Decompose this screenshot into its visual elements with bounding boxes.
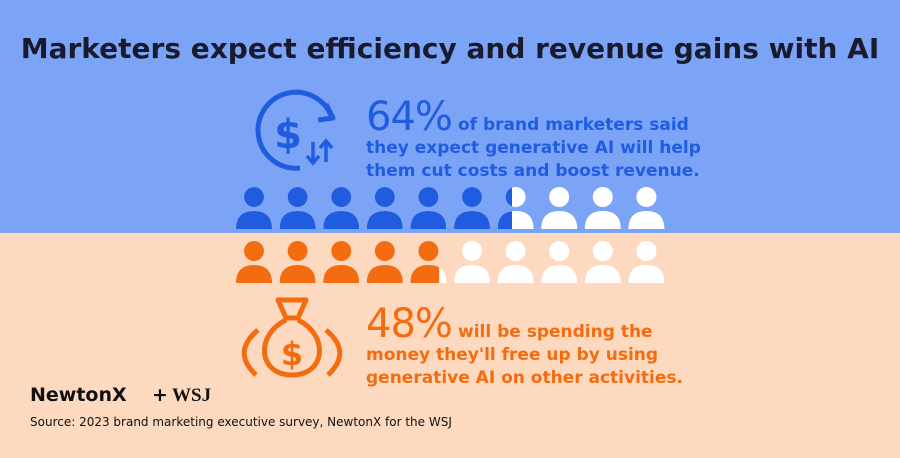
stat-text: money they'll free up by using — [366, 345, 658, 365]
stat-value: 48% — [366, 301, 452, 347]
person-icon — [541, 241, 578, 283]
person-filled — [410, 241, 440, 283]
person-filled — [279, 187, 316, 229]
person-icon — [584, 187, 621, 229]
money-bag-icon: $ — [241, 297, 343, 378]
person-filled — [323, 187, 360, 229]
dollar-icon: $ — [255, 89, 336, 171]
top-band — [0, 0, 900, 233]
person-icon — [497, 241, 534, 283]
person-icon — [584, 241, 621, 283]
person-filled — [279, 241, 316, 283]
logo-plus: + — [152, 384, 168, 406]
person-filled — [236, 241, 272, 283]
svg-text:$: $ — [281, 335, 303, 373]
svg-text:$: $ — [274, 112, 302, 158]
person-filled — [454, 187, 490, 229]
stat-text: generative AI on other activities. — [366, 368, 683, 388]
person-icon — [628, 241, 665, 283]
stat-text: of brand marketers said — [458, 115, 689, 135]
person-icon — [541, 187, 578, 229]
person-filled — [366, 187, 403, 229]
person-icon — [454, 241, 490, 283]
logo-wsj: WSJ — [172, 385, 211, 406]
stat-text: them cut costs and boost revenue. — [366, 161, 700, 181]
person-icon — [628, 187, 665, 229]
stat-text: they expect generative AI will help — [366, 138, 701, 158]
title: Marketers expect efficiency and revenue … — [21, 32, 880, 65]
person-filled — [323, 241, 360, 283]
logo-newtonx: NewtonX — [30, 384, 127, 406]
person-filled — [410, 187, 447, 229]
person-filled — [366, 241, 403, 283]
person-filled — [236, 187, 272, 229]
bottom-band — [0, 233, 900, 458]
stat-value: 64% — [366, 94, 452, 140]
source: Source: 2023 brand marketing executive s… — [30, 415, 452, 429]
stat-text: will be spending the — [458, 322, 653, 342]
person-filled — [497, 187, 513, 229]
